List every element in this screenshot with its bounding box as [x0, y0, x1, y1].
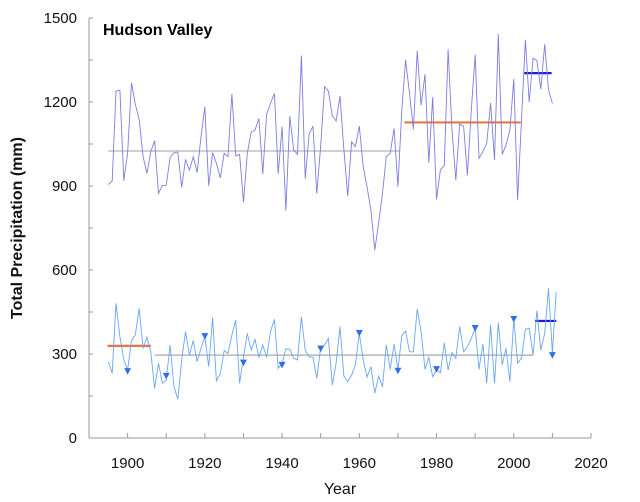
chart-title: Hudson Valley [103, 22, 212, 39]
y-tick-label: 900 [52, 178, 77, 195]
decade-markers [124, 316, 556, 380]
y-tick-label: 1500 [44, 10, 77, 27]
decade-marker [433, 366, 441, 373]
x-axis-title: Year [324, 481, 357, 498]
decade-marker [201, 333, 209, 340]
decade-marker [510, 316, 518, 323]
series-line [107, 33, 553, 251]
x-tick-label: 2000 [497, 455, 530, 472]
axes: 1900 1920 1940 1960 1980 2000 2020 0 300 600 900 12… [44, 10, 608, 472]
decade-marker [239, 359, 247, 367]
y-tick-label: 0 [69, 430, 77, 447]
decade-marker [278, 361, 286, 369]
y-tick-label: 300 [52, 346, 77, 363]
y-axis-title: Total Precipitation (mm) [9, 137, 26, 319]
x-tick-label: 1940 [265, 455, 298, 472]
decade-marker [162, 372, 170, 380]
decade-marker [471, 324, 479, 332]
decade-marker [355, 330, 363, 337]
x-tick-label: 1980 [420, 455, 453, 472]
series-lines [107, 33, 557, 400]
decade-marker [548, 352, 556, 359]
x-tick-label: 1900 [111, 455, 144, 472]
x-tick-label: 1960 [343, 455, 376, 472]
x-tick-label: 1920 [188, 455, 221, 472]
decade-marker [317, 345, 325, 353]
y-tick-label: 1200 [44, 94, 77, 111]
x-tick-label: 2020 [574, 455, 607, 472]
decade-marker [394, 367, 402, 375]
y-tick-label: 600 [52, 262, 77, 279]
decade-marker [124, 368, 132, 375]
series-line [107, 288, 557, 400]
